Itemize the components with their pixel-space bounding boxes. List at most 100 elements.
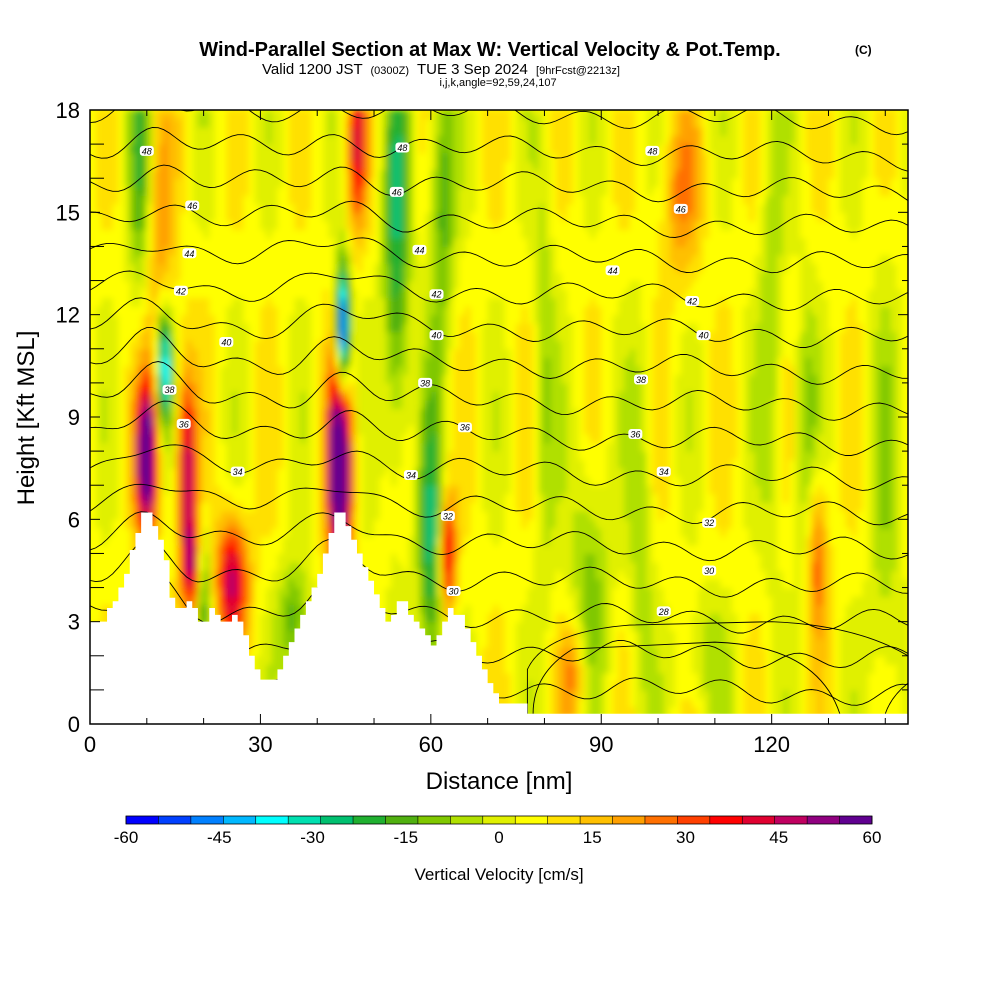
x-axis-label: Distance [nm]	[426, 768, 573, 795]
x-tick-label: 90	[589, 732, 613, 757]
theta-label-text: 38	[636, 375, 646, 385]
svg-text:Valid 1200 JST (0300Z): Valid 1200 JST (0300Z) TUE 3 Sep 2024 [9…	[262, 61, 620, 78]
theta-label: 38	[634, 374, 649, 385]
theta-label: 40	[696, 330, 711, 341]
colorbar-tick-label: 0	[494, 828, 503, 847]
theta-label: 48	[139, 145, 154, 156]
theta-label: 30	[446, 585, 461, 596]
theta-label: 48	[395, 142, 410, 153]
theta-label-text: 42	[687, 297, 697, 307]
colorbar-swatch	[580, 816, 613, 824]
x-tick-label: 60	[419, 732, 443, 757]
theta-label: 44	[182, 248, 197, 259]
chart-meta-line: i,j,k,angle=92,59,24,107	[439, 77, 556, 89]
y-tick-label: 3	[68, 610, 80, 635]
colorbar-tick-label: 45	[769, 828, 788, 847]
terrain	[90, 512, 908, 724]
y-axis: 0 36 9 12 15 18	[56, 98, 908, 737]
theta-label-text: 40	[432, 331, 442, 341]
chart-title: Wind-Parallel Section at Max W: Vertical…	[199, 39, 780, 61]
colorbar-tick-label: 15	[583, 828, 602, 847]
colorbar-swatch	[839, 816, 873, 824]
theta-label: 42	[429, 289, 444, 300]
y-tick-label: 0	[68, 712, 80, 737]
colorbar-tick-label: -60	[114, 828, 139, 847]
colorbar-swatch	[353, 816, 386, 824]
theta-label-text: 44	[608, 266, 618, 276]
colorbar-swatch	[450, 816, 484, 824]
y-axis-label: Height [Kft MSL]	[13, 331, 40, 506]
theta-label-text: 30	[704, 566, 714, 576]
theta-label-text: 36	[179, 419, 189, 429]
x-tick-label: 0	[84, 732, 96, 757]
colorbar-tick-label: -15	[393, 828, 418, 847]
colorbar-swatch	[515, 816, 548, 824]
colorbar-swatch	[612, 816, 646, 824]
theta-label: 46	[389, 186, 404, 197]
subtitle-date: TUE 3 Sep 2024	[417, 61, 528, 78]
theta-label-text: 34	[659, 467, 669, 477]
theta-label-text: 38	[420, 378, 430, 388]
theta-label: 44	[605, 265, 620, 276]
colorbar-swatch	[709, 816, 743, 824]
colorbar-swatch	[288, 816, 321, 824]
theta-label-text: 48	[647, 146, 657, 156]
subtitle-valid: Valid 1200 JST	[262, 61, 362, 78]
theta-label-text: 42	[432, 290, 442, 300]
theta-label-text: 32	[443, 511, 453, 521]
theta-label: 30	[702, 565, 717, 576]
colorbar-swatch	[742, 816, 775, 824]
colorbar-swatch	[774, 816, 808, 824]
colorbar-tick-label: 60	[863, 828, 882, 847]
theta-label: 40	[219, 336, 234, 347]
colorbar-tick-label: -45	[207, 828, 232, 847]
theta-label: 36	[176, 418, 191, 429]
colorbar-swatch	[190, 816, 224, 824]
colorbar-swatch	[385, 816, 419, 824]
theta-label-text: 48	[397, 143, 407, 153]
colorbar-swatch	[158, 816, 192, 824]
x-tick-label: 120	[753, 732, 790, 757]
theta-label: 32	[702, 517, 717, 528]
colorbar-swatch	[482, 816, 516, 824]
x-tick-label: 30	[248, 732, 272, 757]
x-axis: 0 30 60 90 120	[84, 110, 886, 757]
theta-label-text: 36	[630, 430, 640, 440]
theta-label: 42	[685, 296, 700, 307]
theta-label: 28	[656, 606, 671, 617]
theta-label-text: 34	[233, 467, 243, 477]
y-tick-label: 9	[68, 405, 80, 430]
theta-label: 44	[412, 244, 427, 255]
theta-label-text: 46	[187, 201, 197, 211]
theta-label-text: 44	[184, 249, 194, 259]
y-tick-label: 12	[56, 303, 80, 328]
colorbar-swatch	[320, 816, 354, 824]
theta-label: 34	[230, 466, 245, 477]
theta-label: 38	[162, 384, 177, 395]
theta-label: 36	[457, 422, 472, 433]
theta-label: 38	[418, 377, 433, 388]
plot-area: 48 48 48 46 46 46 44 44 44 42 42 42 40 40 40 38 38 38 36 36…	[90, 110, 908, 724]
theta-label-text: 40	[698, 331, 708, 341]
theta-label-text: 42	[176, 286, 186, 296]
theta-label-text: 38	[165, 385, 175, 395]
subtitle-forecast: [9hrFcst@2213z]	[536, 65, 620, 77]
chart-title-mark: (C)	[855, 43, 872, 57]
subtitle-utc: (0300Z)	[371, 65, 410, 77]
theta-label-text: 30	[449, 586, 459, 596]
colorbar-swatch	[677, 816, 711, 824]
y-tick-label: 18	[56, 98, 80, 123]
chart-subtitle: Valid 1200 JST (0300Z) TUE 3 Sep 2024 [9…	[262, 61, 620, 78]
theta-label: 40	[429, 330, 444, 341]
theta-label: 46	[185, 200, 200, 211]
colorbar	[125, 815, 873, 825]
colorbar-swatch	[547, 816, 581, 824]
colorbar-swatch	[644, 816, 678, 824]
contour-labels: 48 48 48 46 46 46 44 44 44 42 42 42 40 40 40 38 38 38 36 36…	[139, 142, 717, 617]
theta-label: 46	[673, 203, 688, 214]
theta-label: 48	[645, 145, 660, 156]
y-tick-label: 15	[56, 200, 80, 225]
theta-label-text: 34	[406, 470, 416, 480]
colorbar-swatch	[126, 816, 159, 824]
colorbar-swatch	[417, 816, 451, 824]
